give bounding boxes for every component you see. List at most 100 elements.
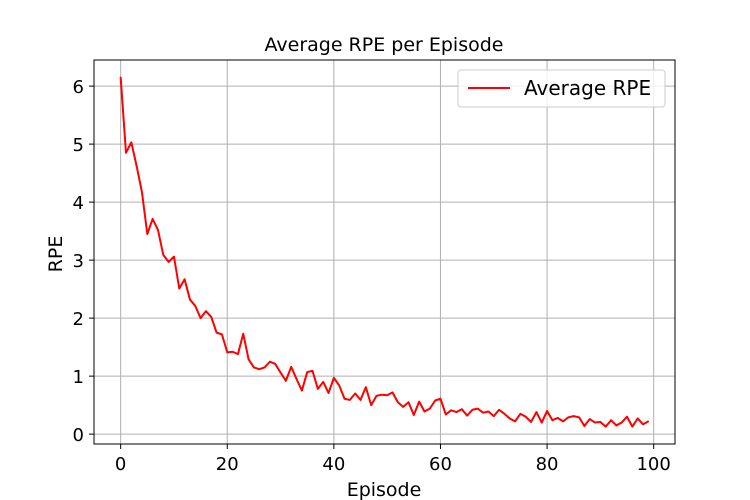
data-point (572, 415, 575, 417)
grid (94, 60, 675, 444)
data-point (471, 408, 474, 411)
data-point (322, 381, 325, 383)
data-point (375, 395, 378, 397)
data-point (263, 366, 266, 369)
data-point (556, 417, 559, 419)
legend-box (457, 69, 666, 108)
data-point (647, 420, 650, 423)
series-line (119, 77, 649, 428)
data-point (258, 368, 261, 370)
data-point (279, 371, 282, 374)
y-tick-label: 1 (73, 367, 84, 388)
data-point (199, 317, 202, 319)
data-point (551, 419, 554, 422)
data-point (242, 332, 245, 335)
data-point (402, 406, 404, 408)
ticks: 0 20 40 60 80 100 0 1 2 3 4 5 6 (73, 77, 671, 475)
data-point (306, 371, 309, 373)
data-point (423, 410, 426, 413)
y-tick-label: 5 (73, 135, 84, 156)
data-point (615, 424, 618, 427)
data-point (231, 350, 234, 353)
data-point (492, 415, 495, 417)
x-tick-label: 60 (429, 454, 452, 475)
data-point (397, 401, 399, 404)
data-point (508, 417, 511, 420)
data-point (599, 421, 602, 423)
data-point (429, 407, 431, 410)
data-point (578, 416, 580, 419)
data-point (530, 421, 532, 423)
y-tick-label: 3 (73, 251, 84, 272)
data-point (391, 391, 394, 394)
x-tick-label: 80 (536, 454, 559, 475)
data-point (519, 413, 522, 415)
data-point (455, 411, 458, 413)
data-point (247, 358, 250, 361)
data-point (157, 229, 159, 231)
data-point (450, 409, 452, 412)
data-point (407, 401, 410, 404)
x-tick-label: 40 (322, 454, 345, 475)
x-tick-label: 0 (115, 454, 126, 475)
data-point (418, 400, 420, 403)
data-point (567, 416, 570, 419)
data-point (221, 333, 223, 336)
data-point (381, 393, 383, 396)
x-tick-label: 100 (636, 454, 670, 475)
y-tick-label: 4 (73, 193, 84, 214)
data-point (333, 377, 335, 379)
data-point (167, 261, 170, 263)
data-point (439, 397, 442, 400)
plot-frame (93, 59, 676, 445)
data-point (146, 233, 149, 235)
data-point (290, 366, 293, 368)
data-point (215, 331, 218, 334)
data-point (476, 407, 479, 410)
data-point (413, 414, 415, 416)
data-point (205, 310, 207, 312)
y-tick-label: 6 (73, 77, 84, 98)
data-point (460, 408, 463, 410)
data-point (434, 399, 436, 402)
data-point (610, 419, 612, 422)
data-point (210, 316, 213, 318)
data-point (588, 418, 591, 420)
data-point (546, 410, 548, 412)
data-point (253, 366, 255, 369)
data-point (349, 399, 351, 401)
data-point (524, 415, 527, 418)
data-point (269, 360, 271, 363)
x-axis-label: Episode (347, 479, 422, 500)
data-point (620, 421, 623, 424)
data-point (503, 413, 506, 415)
data-point (226, 351, 229, 354)
x-tick-label: 20 (216, 454, 239, 475)
data-point (173, 255, 175, 258)
data-point (237, 353, 239, 355)
data-point (125, 152, 127, 154)
data-point (642, 423, 644, 426)
data-point (311, 370, 314, 372)
data-point (274, 363, 277, 365)
data-point (370, 404, 372, 406)
data-point (301, 389, 303, 392)
data-point (562, 420, 564, 423)
data-point (338, 384, 340, 387)
legend: Average RPE (457, 69, 666, 108)
data-point (343, 397, 346, 400)
data-point (540, 421, 543, 424)
data-point (466, 414, 468, 417)
data-point (183, 278, 186, 281)
data-point (626, 415, 628, 418)
series-layer (119, 76, 650, 428)
legend-label: Average RPE (524, 76, 651, 100)
data-point (535, 411, 538, 413)
data-point (636, 417, 639, 420)
data-point (130, 141, 133, 144)
data-point (141, 191, 143, 194)
data-point (386, 394, 388, 397)
data-point (354, 392, 356, 395)
data-point (135, 165, 138, 167)
